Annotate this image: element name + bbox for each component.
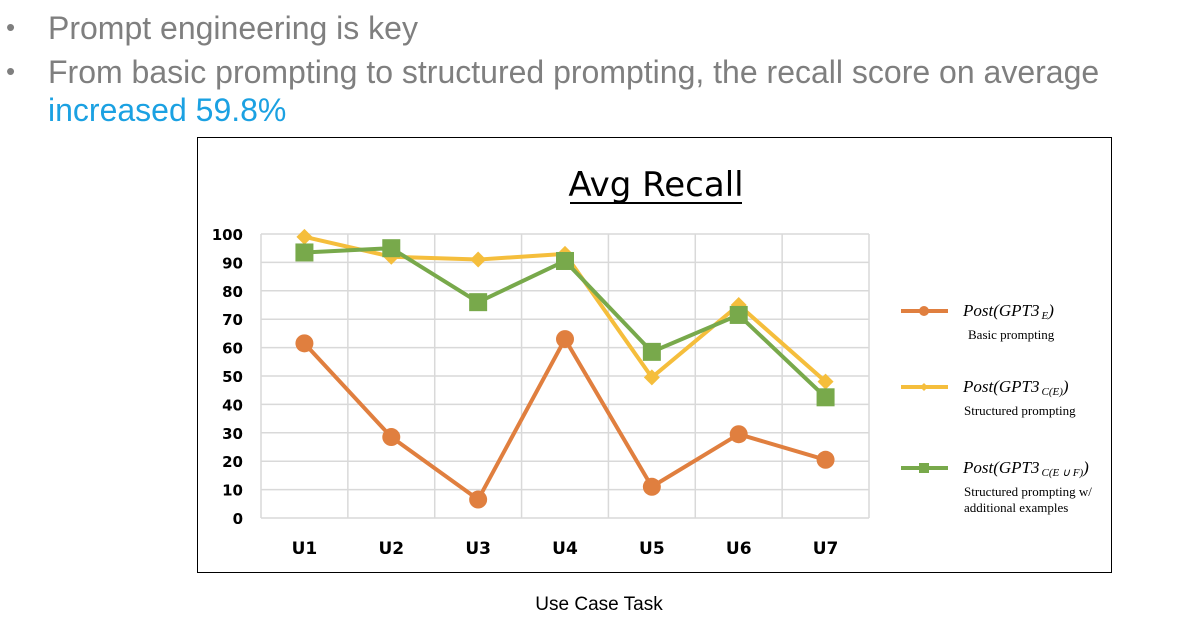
y-tick-label: 0 [233,510,243,528]
legend-label-close: ) [1062,377,1069,396]
legend-label: Post(GPT3 E) [962,301,1054,322]
legend-description: Structured prompting [964,403,1076,418]
data-point-3 [469,293,488,312]
legend-description: additional examples [964,500,1068,515]
y-tick-label: 60 [222,340,243,358]
x-tick-label: U7 [813,539,839,559]
y-tick-label: 50 [222,368,243,386]
x-tick-label: U1 [292,539,318,559]
legend-marker [919,463,929,473]
data-point-3 [382,239,401,258]
data-point-3 [295,243,314,262]
bullet-2-text: From basic prompting to structured promp… [48,54,1100,90]
y-tick-label: 20 [222,453,243,471]
data-point-1 [556,330,574,349]
data-point-3 [556,251,574,270]
legend-label-close: ) [1047,301,1054,320]
data-point-3 [642,342,661,361]
bullet-dot-icon: • [6,56,16,86]
data-point-1 [642,477,661,496]
bullet-dot-icon: • [6,12,16,42]
chart-frame: Avg Recall 0 10 20 30 40 50 60 70 80 90 100 U1 U2 U3 U4… [197,137,1112,573]
legend-label-main: Post(GPT3 [962,377,1040,396]
legend-label: Post(GPT3 C(E)) [962,377,1069,398]
legend-label-main: Post(GPT3 [962,458,1040,477]
y-tick-label: 80 [222,283,243,301]
avg-recall-chart: Avg Recall 0 10 20 30 40 50 60 70 80 90 100 U1 U2 U3 U4… [212,165,1093,559]
x-axis-label: Use Case Task [535,594,663,615]
data-point-1 [382,428,401,447]
x-tick-label: U6 [726,539,752,559]
y-tick-label: 70 [222,311,243,329]
legend-description: Structured prompting w/ [964,484,1092,499]
data-point-2 [296,228,313,245]
data-point-1 [469,490,488,509]
legend-label-close: ) [1082,458,1089,477]
series-line-1 [302,337,827,502]
y-tick-label: 40 [222,396,243,414]
legend-marker [919,306,929,316]
chart-title: Avg Recall [568,165,743,205]
data-point-1 [729,425,748,444]
data-point-3 [729,305,748,324]
data-point-2 [470,251,487,268]
legend-marker [920,383,928,391]
legend-description: Basic prompting [968,327,1055,342]
data-point-2 [817,373,834,390]
x-tick-label: U4 [552,539,578,559]
y-tick-label: 10 [222,482,243,500]
x-tick-label: U5 [639,539,665,559]
legend-label-main: Post(GPT3 [962,301,1040,320]
x-tick-label: U3 [465,539,491,559]
legend-label-sub: E [1041,310,1049,322]
legend-label-sub: C(E) [1042,386,1064,398]
x-tick-label: U2 [378,539,404,559]
legend-label: Post(GPT3 C(E ∪ F)) [962,458,1089,479]
legend-label-sub: C(E ∪ F) [1042,467,1084,479]
data-point-1 [295,334,314,353]
data-point-2 [643,369,660,386]
y-tick-label: 100 [212,226,243,244]
y-tick-label: 30 [222,425,243,443]
y-tick-label: 90 [222,254,243,272]
data-point-1 [816,450,835,469]
highlight-text: increased 59.8% [48,92,287,128]
data-point-3 [816,388,835,407]
bullet-1-text: Prompt engineering is key [48,10,418,46]
